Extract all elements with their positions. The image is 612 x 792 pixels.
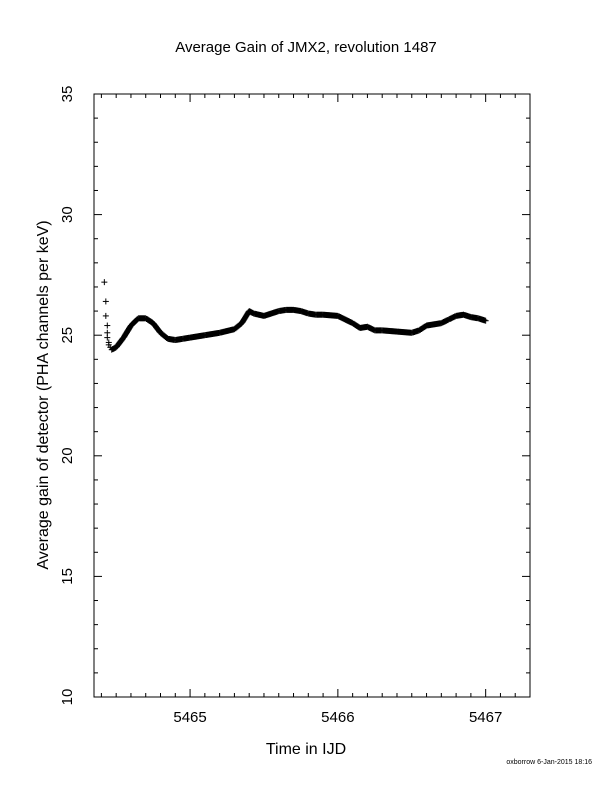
y-tick-label: 35 bbox=[59, 86, 76, 103]
data-points bbox=[101, 279, 489, 353]
chart-title: Average Gain of JMX2, revolution 1487 bbox=[175, 39, 437, 56]
y-tick-label: 20 bbox=[59, 447, 76, 464]
y-axis-label: Average gain of detector (PHA channels p… bbox=[35, 220, 52, 569]
x-tick-label: 5467 bbox=[469, 709, 502, 726]
data-point bbox=[104, 334, 111, 341]
y-tick-label: 30 bbox=[59, 206, 76, 223]
plot-frame bbox=[93, 93, 531, 698]
data-point bbox=[102, 298, 109, 305]
y-tick-label: 25 bbox=[59, 327, 76, 344]
x-axis-label: Time in IJD bbox=[266, 741, 346, 758]
data-point bbox=[482, 317, 489, 324]
x-tick-label: 5465 bbox=[173, 709, 206, 726]
y-tick-label: 15 bbox=[59, 568, 76, 585]
data-point bbox=[104, 322, 111, 329]
axes: 5465 5466 5467 10 15 20 25 30 35 bbox=[59, 86, 531, 726]
footer-credit: oxborrow 6-Jan-2015 18:16 bbox=[506, 759, 592, 766]
data-point bbox=[101, 279, 108, 286]
data-point bbox=[102, 312, 109, 319]
x-tick-label: 5466 bbox=[321, 709, 354, 726]
y-tick-label: 10 bbox=[59, 689, 76, 706]
